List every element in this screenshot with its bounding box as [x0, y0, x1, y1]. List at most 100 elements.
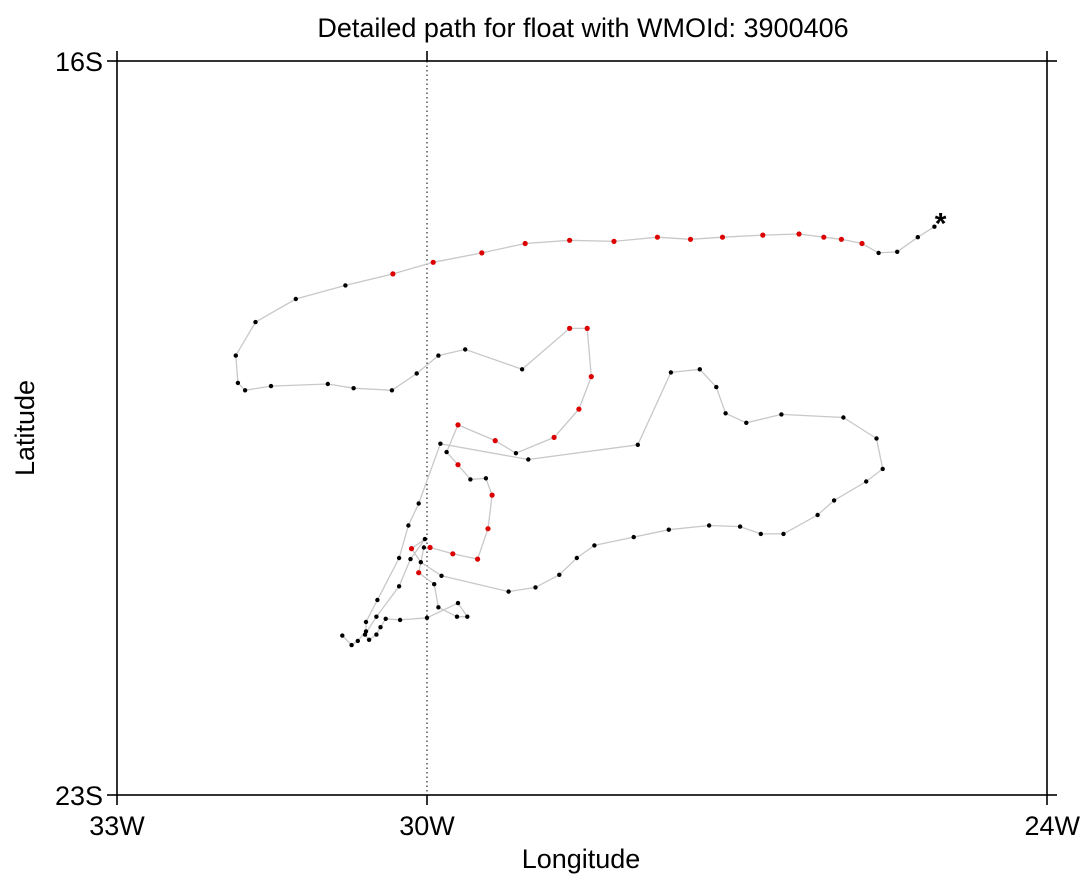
position-point: [463, 347, 468, 352]
position-point: [340, 633, 345, 638]
position-point: [444, 449, 449, 455]
position-point: [406, 523, 411, 528]
position-point: [874, 436, 879, 441]
position-point: [635, 442, 640, 447]
position-point: [396, 584, 402, 589]
highlighted-position-point: [567, 325, 573, 331]
position-point: [714, 384, 719, 390]
highlighted-position-point: [584, 325, 590, 331]
highlighted-position-point: [485, 526, 491, 532]
position-point: [389, 388, 395, 393]
position-point: [758, 531, 763, 537]
position-point: [895, 249, 900, 254]
position-point: [697, 367, 702, 372]
axis-ticks: 33W 30W 24W 16S 23S: [55, 47, 1081, 841]
trajectory-path: [235, 226, 935, 646]
position-point: [668, 370, 674, 375]
highlighted-position-point: [390, 271, 396, 277]
x-tick-label: 30W: [399, 811, 455, 841]
highlighted-position-point: [430, 259, 436, 265]
highlighted-position-point: [479, 250, 485, 256]
position-point: [233, 353, 238, 358]
position-point: [519, 367, 525, 372]
highlighted-position-point: [588, 374, 594, 380]
position-point: [268, 383, 274, 389]
position-point: [737, 524, 743, 529]
highlighted-position-point: [796, 231, 802, 237]
highlighted-position-point: [450, 551, 456, 557]
position-point: [744, 420, 749, 425]
highlighted-position-point: [838, 236, 845, 242]
end-position-marker: *: [935, 207, 947, 240]
position-point: [864, 479, 869, 484]
position-point: [533, 585, 538, 590]
position-point: [416, 501, 421, 506]
position-point: [355, 638, 360, 644]
position-point: [439, 573, 444, 578]
position-point: [557, 572, 562, 577]
highlighted-position-point: [455, 462, 461, 468]
position-point: [374, 614, 379, 619]
position-point: [455, 600, 461, 606]
position-point: [438, 441, 443, 446]
y-tick-label: 23S: [55, 781, 103, 811]
position-point: [468, 477, 473, 482]
position-point: [422, 536, 428, 542]
highlighted-position-point: [522, 240, 528, 247]
position-point: [876, 250, 881, 256]
position-point: [325, 381, 330, 387]
position-point: [465, 614, 470, 619]
position-point: [526, 457, 531, 462]
highlighted-position-point: [611, 238, 617, 244]
highlighted-position-point: [489, 492, 495, 498]
position-point: [781, 531, 786, 537]
position-point: [374, 632, 379, 637]
position-point: [343, 283, 348, 288]
position-point: [349, 642, 354, 648]
position-point: [293, 296, 298, 302]
highlighted-position-point: [455, 422, 461, 428]
position-points: [233, 224, 937, 648]
position-point: [880, 466, 885, 472]
position-point: [253, 319, 258, 325]
position-point: [831, 498, 837, 503]
highlighted-position-point: [408, 546, 415, 552]
plot-frame: [116, 60, 1048, 796]
chart-title: Detailed path for float with WMOId: 3900…: [317, 13, 848, 43]
position-point: [436, 353, 441, 358]
position-point: [506, 589, 511, 594]
position-point: [631, 534, 636, 540]
highlighted-position-point: [427, 544, 433, 551]
position-point: [723, 411, 728, 416]
position-point: [706, 523, 712, 528]
trajectory-line: [235, 226, 935, 646]
position-point: [408, 556, 413, 562]
position-point: [454, 614, 460, 619]
highlighted-position-point: [475, 556, 481, 562]
position-point: [242, 388, 248, 393]
highlighted-position-point: [687, 236, 694, 242]
highlighted-position-point: [551, 434, 557, 440]
position-point: [574, 555, 579, 561]
position-point: [366, 637, 372, 642]
highlighted-position-point: [492, 438, 498, 444]
position-point: [421, 545, 427, 550]
highlighted-position-point: [567, 237, 573, 243]
position-point: [375, 597, 380, 603]
position-point: [779, 412, 784, 417]
position-point: [414, 371, 419, 376]
x-tick-label: 33W: [89, 811, 145, 841]
highlighted-position-point: [416, 570, 422, 576]
highlighted-position-point: [576, 406, 582, 412]
position-point: [424, 615, 430, 620]
highlighted-position-point: [760, 232, 766, 238]
position-point: [592, 543, 597, 548]
x-tick-label: 24W: [1024, 811, 1080, 841]
y-axis-label: Latitude: [10, 380, 40, 476]
x-axis-label: Longitude: [522, 844, 641, 874]
position-point: [436, 605, 441, 610]
position-point: [932, 224, 937, 229]
position-point: [666, 527, 671, 532]
position-point: [383, 616, 388, 621]
